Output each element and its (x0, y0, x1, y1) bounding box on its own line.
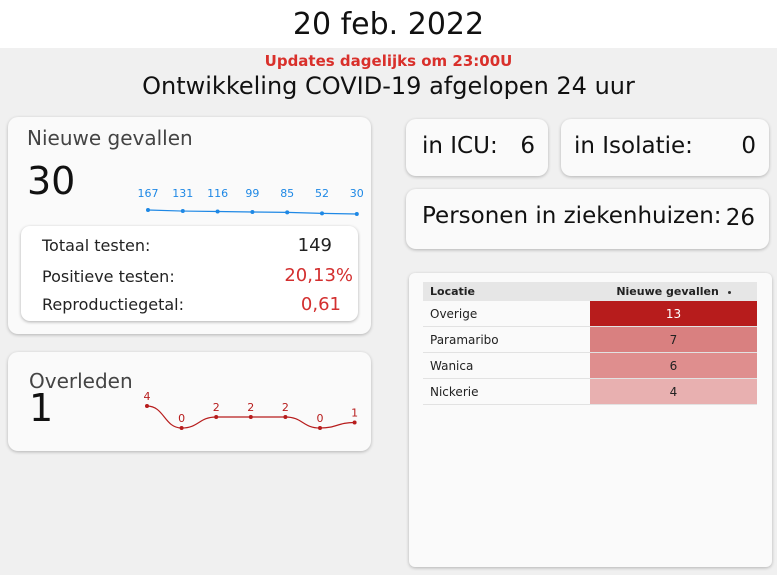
table-row: Nickerie 4 (423, 378, 757, 405)
new-cases-trend-label: 116 (207, 187, 228, 200)
deaths-trend-point (318, 426, 322, 430)
table-header-row: Locatie Nieuwe gevallen (423, 282, 757, 301)
deaths-trend-label: 1 (351, 407, 358, 420)
icu-card: in ICU: 6 (406, 119, 548, 176)
deaths-trend-point (248, 415, 253, 419)
deaths-sparkline: 4 0 2 2 2 0 1 (144, 390, 358, 430)
icu-label: in ICU: (422, 133, 498, 159)
new-cases-trend-label: 167 (138, 187, 159, 200)
column-header-new-cases-label: Nieuwe gevallen (616, 285, 719, 298)
cell-new-cases: 13 (590, 301, 757, 327)
update-notice: Updates dagelijks om 23:00U (264, 52, 513, 70)
isolation-label: in Isolatie: (574, 133, 693, 159)
hospital-value: 26 (725, 205, 755, 231)
deaths-trend-label: 2 (247, 401, 254, 414)
new-cases-trend-label: 85 (280, 187, 294, 200)
isolation-card: in Isolatie: 0 (561, 119, 769, 176)
column-header-new-cases[interactable]: Nieuwe gevallen (590, 282, 757, 301)
stat-value-total-tests: 149 (297, 235, 332, 256)
cell-location: Overige (423, 301, 590, 327)
new-cases-title: Nieuwe gevallen (27, 126, 193, 150)
cell-location: Paramaribo (423, 326, 590, 353)
stat-label-positive-tests: Positieve testen: (42, 267, 175, 286)
new-cases-sparkline: 167 131 116 99 85 52 30 (138, 187, 364, 216)
hospital-card: Personen in ziekenhuizen: 26 (406, 189, 769, 249)
page-subtitle: Ontwikkeling COVID-19 afgelopen 24 uur (142, 72, 635, 100)
deaths-card: Overleden 1 4 0 2 2 2 0 1 (8, 352, 371, 451)
isolation-value: 0 (741, 133, 756, 159)
new-cases-trend-point (180, 209, 185, 214)
new-cases-trend-label: 131 (172, 187, 193, 200)
new-cases-value: 30 (27, 159, 76, 203)
stat-value-reproduction: 0,61 (300, 294, 341, 315)
deaths-trend-point (283, 415, 288, 419)
test-stats-panel: Totaal testen: 149 Positieve testen: 20,… (21, 226, 358, 321)
new-cases-card: Nieuwe gevallen 30 167 131 116 99 85 52 30 Tot… (8, 117, 371, 334)
deaths-value: 1 (29, 386, 54, 430)
deaths-trend-point (352, 420, 357, 425)
icu-value: 6 (520, 133, 535, 159)
stat-label-reproduction: Reproductiegetal: (42, 295, 184, 314)
new-cases-trend-point (354, 212, 359, 216)
location-table: Locatie Nieuwe gevallen Overige 13 Param… (423, 282, 757, 405)
new-cases-trend-point (285, 210, 290, 215)
deaths-trend-label: 2 (213, 401, 220, 414)
new-cases-trend-label: 99 (245, 187, 259, 200)
date-header: 20 feb. 2022 (0, 0, 777, 48)
deaths-trend-point (145, 404, 149, 408)
cell-new-cases: 6 (590, 352, 757, 379)
table-row: Overige 13 (423, 301, 757, 327)
table-row: Wanica 6 (423, 352, 757, 379)
cell-new-cases: 7 (590, 326, 757, 353)
deaths-trend-label: 0 (178, 412, 185, 425)
hospital-label: Personen in ziekenhuizen: (422, 203, 722, 229)
new-cases-trend-point (215, 209, 220, 214)
deaths-trend-label: 2 (282, 401, 289, 414)
sort-indicator-icon[interactable] (727, 290, 731, 294)
new-cases-trend-point (250, 209, 255, 214)
stat-label-total-tests: Totaal testen: (42, 236, 151, 255)
deaths-trend-label: 0 (317, 412, 324, 425)
new-cases-trend-label: 52 (315, 187, 329, 200)
cell-new-cases: 4 (590, 378, 757, 405)
table-row: Paramaribo 7 (423, 326, 757, 353)
cell-location: Wanica (423, 352, 590, 379)
new-cases-trend-label: 30 (350, 187, 364, 200)
new-cases-trend-point (146, 208, 150, 212)
deaths-trend-point (179, 426, 184, 430)
new-cases-trend-point (320, 211, 324, 216)
deaths-trend-point (214, 415, 219, 419)
stat-value-positive-tests: 20,13% (284, 265, 353, 286)
column-header-location[interactable]: Locatie (423, 282, 590, 301)
cell-location: Nickerie (423, 378, 590, 405)
deaths-title: Overleden (29, 369, 133, 393)
deaths-trend-label: 4 (144, 390, 151, 403)
